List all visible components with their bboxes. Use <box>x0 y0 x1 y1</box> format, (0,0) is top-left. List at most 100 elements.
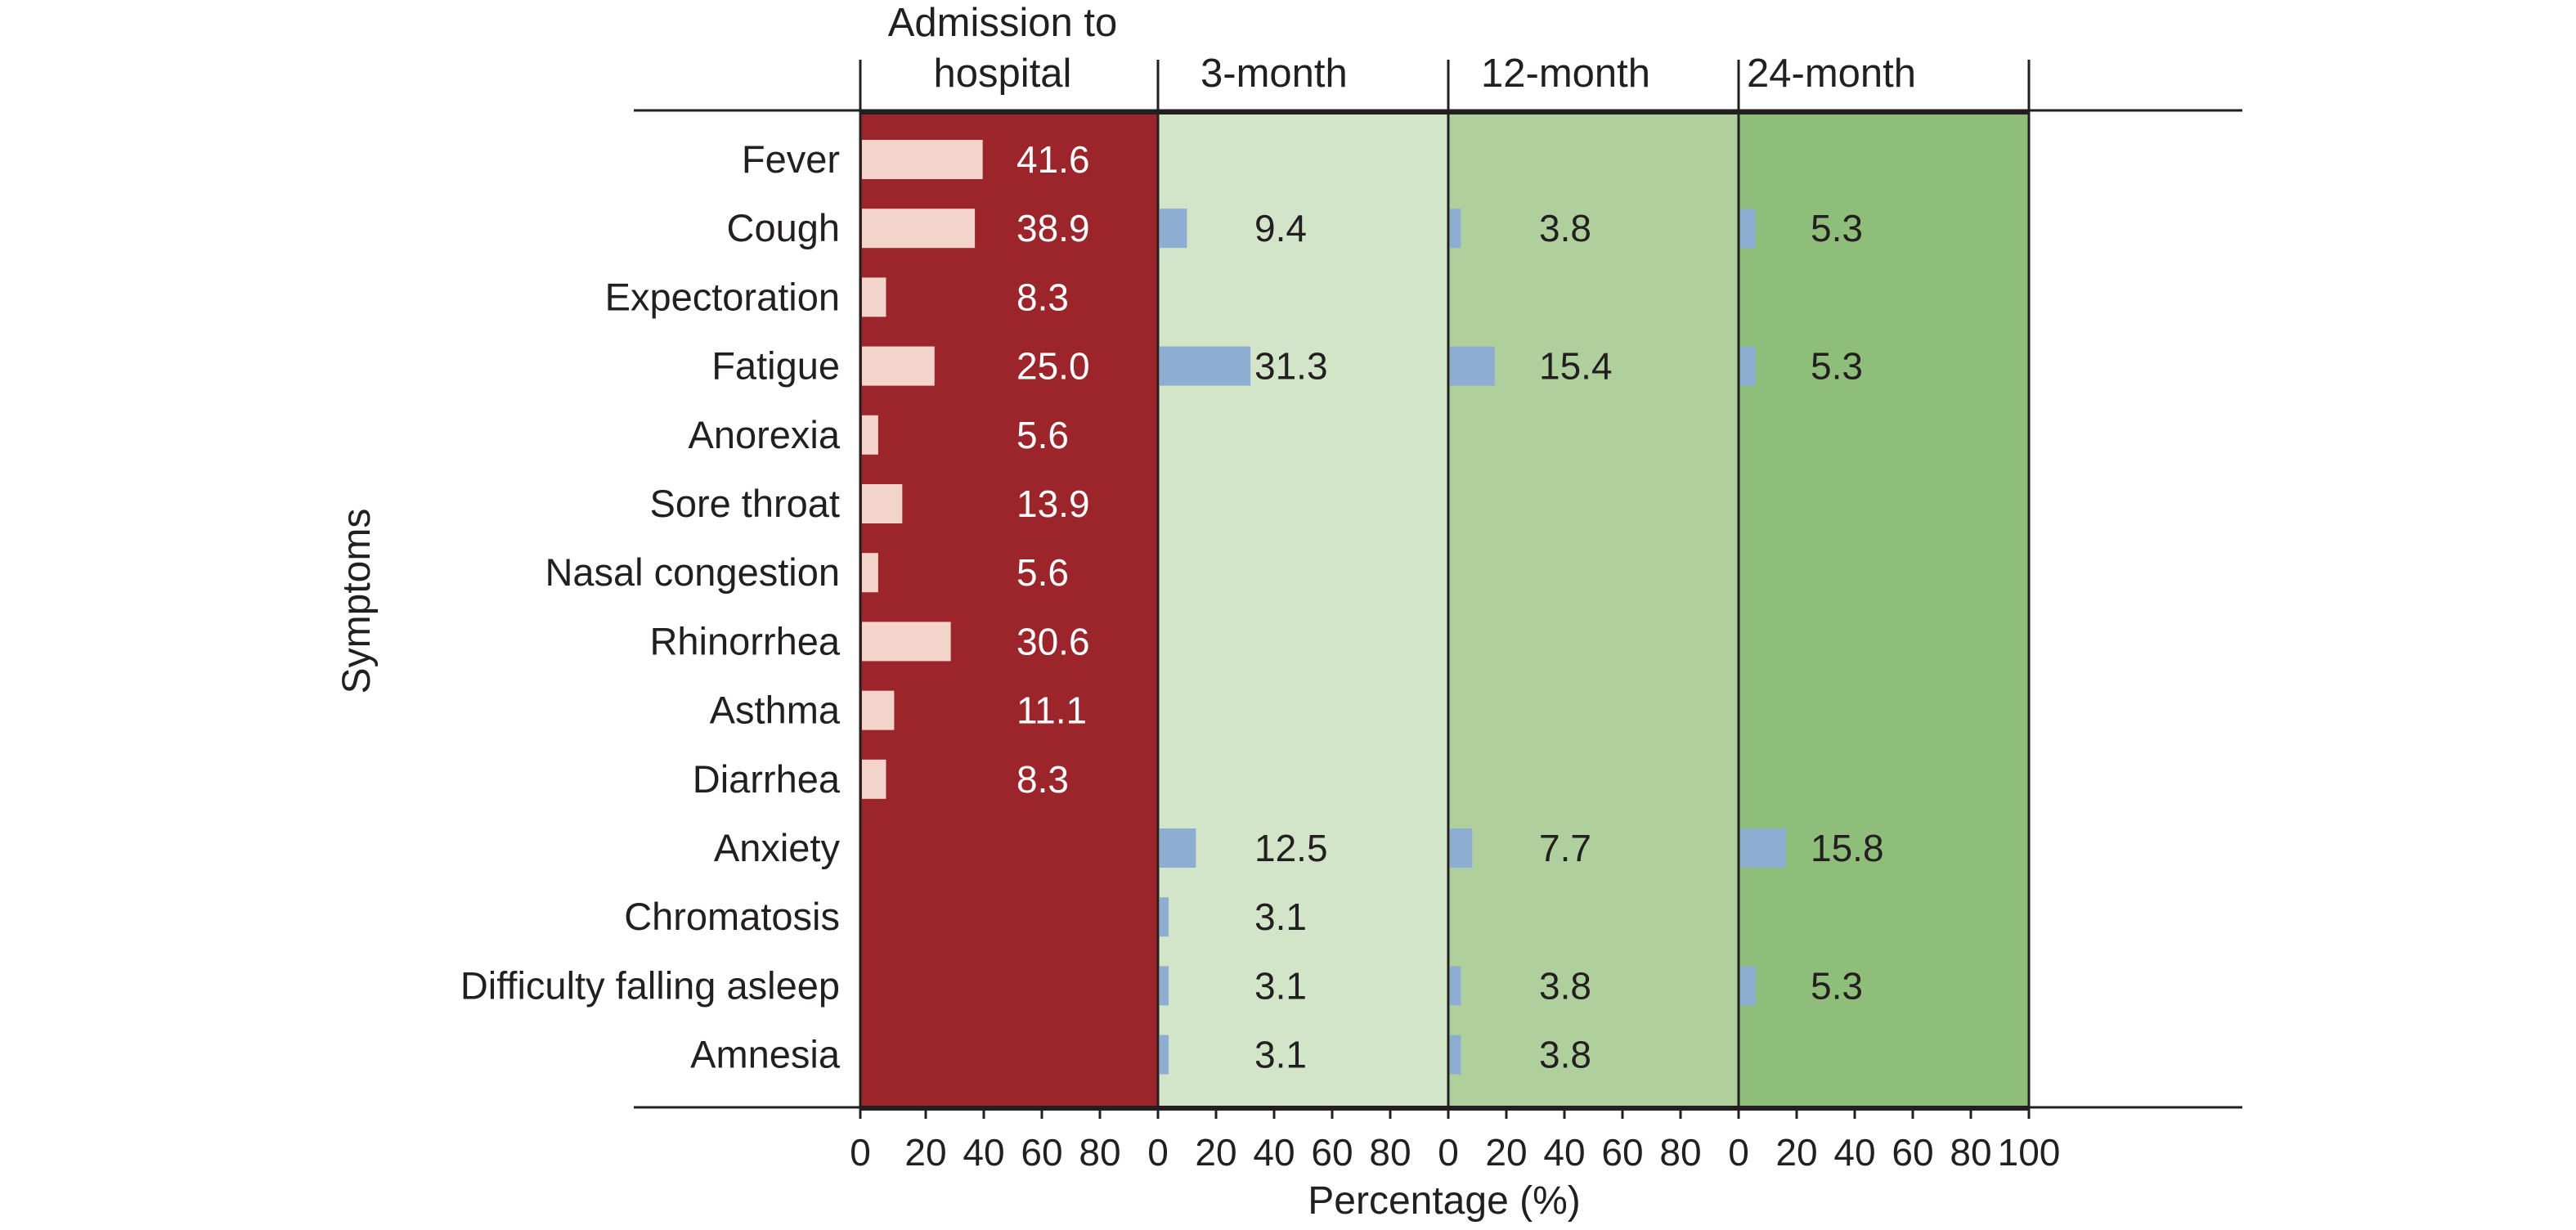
bar <box>862 346 935 386</box>
panel-header: Admission to <box>888 1 1118 45</box>
x-tick-label: 20 <box>1195 1131 1236 1174</box>
x-tick-label: 100 <box>1998 1131 2061 1174</box>
panel-background-0 <box>860 111 1158 1107</box>
category-label: Chromatosis <box>624 895 840 938</box>
category-label: Fatigue <box>711 344 840 388</box>
category-label: Sore throat <box>649 482 840 525</box>
x-tick-label: 80 <box>1079 1131 1120 1174</box>
category-labels: Fever Cough Expectoration Fatigue Anorexia So… <box>460 137 841 1076</box>
category-label: Anorexia <box>689 413 841 456</box>
panel-header: 24-month <box>1747 52 1916 96</box>
value-label: 3.1 <box>1254 1034 1307 1076</box>
x-tick-label: 40 <box>963 1131 1004 1174</box>
bar <box>1450 828 1473 868</box>
x-tick-label: 20 <box>1775 1131 1817 1174</box>
panel-header: 12-month <box>1481 52 1650 96</box>
panel-background-2 <box>1448 111 1739 1107</box>
bar <box>1160 828 1196 868</box>
y-axis-title: Symptoms <box>335 509 379 694</box>
bar <box>1160 346 1251 386</box>
value-label: 9.4 <box>1254 207 1307 249</box>
value-label: 3.8 <box>1539 964 1591 1007</box>
panel-headers: Admission to hospital 3-month 12-month 24-mo… <box>888 1 1916 96</box>
category-label: Cough <box>727 206 841 249</box>
value-label: 41.6 <box>1016 138 1090 181</box>
bar <box>1160 966 1169 1006</box>
category-label: Fever <box>742 137 840 181</box>
bar <box>1160 209 1187 249</box>
bar <box>862 759 886 799</box>
value-label: 5.3 <box>1811 207 1863 249</box>
bar <box>862 484 903 523</box>
value-label: 5.3 <box>1811 345 1863 388</box>
panel-header: hospital <box>934 52 1072 96</box>
x-tick-label: 80 <box>1950 1131 1991 1174</box>
bar <box>862 277 886 317</box>
value-label: 8.3 <box>1016 276 1069 318</box>
bar <box>1160 1035 1169 1075</box>
bar <box>1450 209 1461 249</box>
value-label: 38.9 <box>1016 207 1090 249</box>
x-tick-label: 20 <box>1485 1131 1527 1174</box>
bar <box>1740 209 1756 249</box>
category-label: Difficulty falling asleep <box>460 963 840 1007</box>
x-tick-label: 60 <box>1311 1131 1353 1174</box>
category-label: Amnesia <box>690 1033 841 1076</box>
x-tick-label: 80 <box>1659 1131 1701 1174</box>
panel-backgrounds <box>860 111 2029 1107</box>
value-label: 30.6 <box>1016 620 1090 662</box>
value-label: 3.1 <box>1254 896 1307 938</box>
x-tick-label: 60 <box>1601 1131 1643 1174</box>
x-tick-label: 0 <box>1147 1131 1169 1174</box>
x-tick-label: 60 <box>1021 1131 1062 1174</box>
value-label: 15.4 <box>1539 345 1613 388</box>
bar <box>1740 966 1756 1006</box>
category-label: Nasal congestion <box>545 550 840 594</box>
value-label: 3.1 <box>1254 964 1307 1007</box>
value-label: 5.3 <box>1811 964 1863 1007</box>
x-tick-label: 40 <box>1543 1131 1585 1174</box>
bar <box>1450 966 1461 1006</box>
x-tick-label: 0 <box>850 1131 871 1174</box>
value-label: 12.5 <box>1254 827 1328 869</box>
x-tick-label: 60 <box>1892 1131 1933 1174</box>
bar <box>1450 1035 1461 1075</box>
bar <box>862 140 983 179</box>
bar <box>862 209 976 249</box>
bar <box>862 553 878 593</box>
category-label: Expectoration <box>605 275 840 318</box>
value-label: 5.6 <box>1016 414 1069 456</box>
axes-frame <box>634 60 2242 1111</box>
value-label: 13.9 <box>1016 483 1090 525</box>
x-tick-label: 80 <box>1369 1131 1411 1174</box>
value-label: 15.8 <box>1811 827 1884 869</box>
bar <box>1160 897 1169 937</box>
bars-layer <box>862 140 1787 1075</box>
x-axis-title: Percentage (%) <box>1308 1179 1581 1223</box>
value-label: 7.7 <box>1539 827 1591 869</box>
x-tick-label: 20 <box>904 1131 946 1174</box>
panel-background-1 <box>1158 111 1448 1107</box>
value-label: 31.3 <box>1254 345 1328 388</box>
category-label: Anxiety <box>714 826 841 869</box>
x-tick-label: 40 <box>1253 1131 1295 1174</box>
category-label: Rhinorrhea <box>649 619 840 662</box>
bar <box>862 622 951 662</box>
bar <box>1450 346 1495 386</box>
value-label: 5.6 <box>1016 551 1069 594</box>
bar <box>1740 346 1756 386</box>
panel-background-3 <box>1739 111 2029 1107</box>
value-label: 25.0 <box>1016 345 1090 388</box>
x-axis-ticks: 0 20 40 60 80 0 20 40 60 80 0 20 40 60 80 0 20 40 60 80 100 <box>850 1107 2060 1174</box>
category-label: Asthma <box>710 689 841 732</box>
bar <box>1740 828 1787 868</box>
bar <box>862 690 895 730</box>
value-label: 11.1 <box>1016 689 1087 732</box>
x-tick-label: 40 <box>1833 1131 1875 1174</box>
x-tick-label: 0 <box>1438 1131 1459 1174</box>
value-label: 3.8 <box>1539 1034 1591 1076</box>
category-label: Diarrhea <box>693 757 841 801</box>
value-labels-layer: 41.6 38.9 8.3 25.0 5.6 13.9 5.6 30.6 11.1 8.3 9.4 3… <box>1016 138 1884 1076</box>
panel-header: 3-month <box>1200 52 1348 96</box>
